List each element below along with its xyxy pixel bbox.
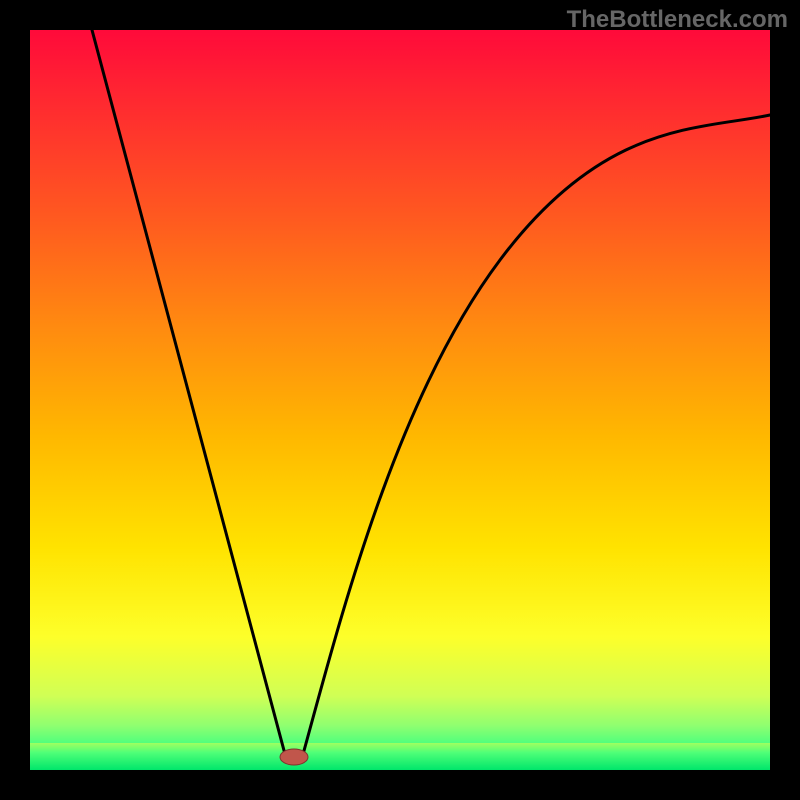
watermark-text: TheBottleneck.com	[567, 6, 788, 34]
chart-container: TheBottleneck.com	[0, 0, 800, 800]
bottleneck-chart	[0, 0, 800, 800]
